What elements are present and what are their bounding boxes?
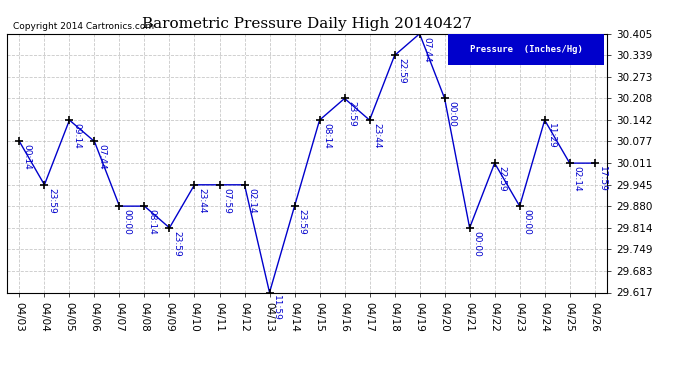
Text: 00:14: 00:14 <box>22 144 31 170</box>
Text: 00:00: 00:00 <box>473 231 482 256</box>
Text: 09:14: 09:14 <box>72 123 81 148</box>
Text: 22:59: 22:59 <box>497 166 506 192</box>
Text: 22:59: 22:59 <box>397 58 406 84</box>
Text: 23:59: 23:59 <box>347 101 356 127</box>
Text: 23:59: 23:59 <box>297 209 306 235</box>
Text: 07:59: 07:59 <box>222 188 231 213</box>
Text: 08:14: 08:14 <box>147 209 156 235</box>
Text: 00:00: 00:00 <box>447 101 456 127</box>
Text: 11:29: 11:29 <box>547 123 556 148</box>
Text: 11:59: 11:59 <box>273 295 282 321</box>
Text: 00:00: 00:00 <box>122 209 131 235</box>
Text: 08:14: 08:14 <box>322 123 331 148</box>
Text: 17:59: 17:59 <box>598 166 607 192</box>
Text: 07:44: 07:44 <box>97 144 106 170</box>
Title: Barometric Pressure Daily High 20140427: Barometric Pressure Daily High 20140427 <box>142 17 472 31</box>
Text: 02:14: 02:14 <box>247 188 256 213</box>
Text: 23:59: 23:59 <box>47 188 56 213</box>
Text: Copyright 2014 Cartronics.com: Copyright 2014 Cartronics.com <box>13 22 154 31</box>
Text: 23:59: 23:59 <box>172 231 181 256</box>
Text: 23:44: 23:44 <box>373 123 382 148</box>
Text: 23:44: 23:44 <box>197 188 206 213</box>
Text: 00:00: 00:00 <box>522 209 531 235</box>
Text: 07:44: 07:44 <box>422 36 431 62</box>
Text: 02:14: 02:14 <box>573 166 582 192</box>
